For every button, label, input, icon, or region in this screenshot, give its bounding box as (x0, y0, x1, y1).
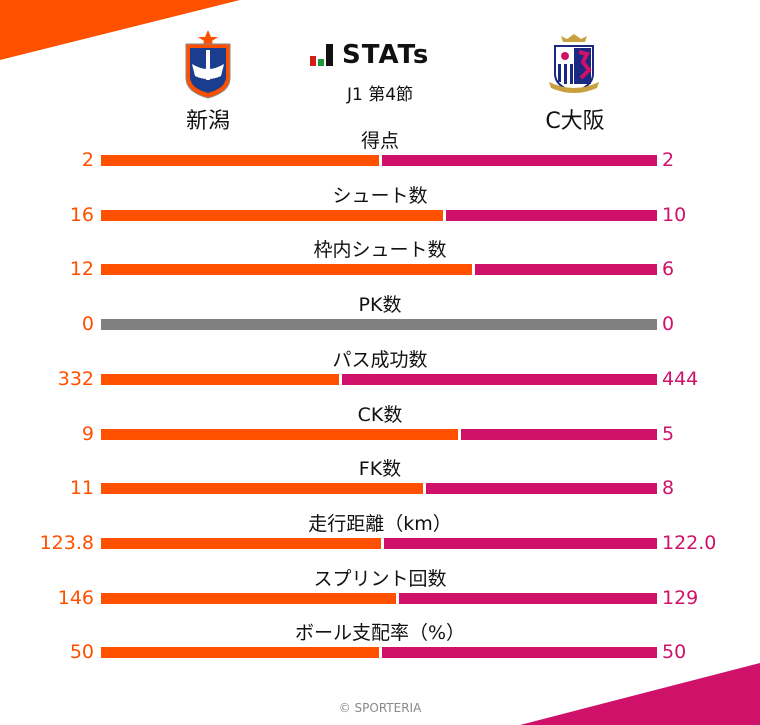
away-value: 129 (662, 586, 699, 609)
away-value: 444 (662, 367, 699, 390)
away-bar (382, 647, 657, 659)
home-value: 332 (57, 367, 94, 390)
home-value: 50 (69, 641, 94, 664)
home-bar (101, 373, 339, 385)
corner-decoration-top-left (0, 0, 240, 60)
stat-label: 走行距離（km） (308, 512, 452, 535)
comparison-bar (101, 264, 657, 276)
home-value: 9 (81, 422, 94, 445)
home-value: 11 (69, 477, 94, 500)
home-bar (101, 428, 458, 440)
stat-row: パス成功数 332 444 (0, 345, 760, 399)
away-value: 5 (662, 422, 675, 445)
home-bar (101, 264, 472, 276)
neutral-bar (101, 319, 657, 331)
away-bar (382, 155, 657, 166)
away-team-name: C大阪 (545, 109, 605, 134)
away-bar (475, 264, 657, 276)
albirex-niigata-crest-icon (185, 30, 231, 99)
home-value: 16 (69, 203, 94, 226)
copyright: © SPORTERIA (338, 701, 422, 715)
home-bar (101, 647, 379, 659)
comparison-bar (101, 209, 657, 221)
away-value: 0 (662, 313, 675, 336)
home-value: 2 (81, 149, 94, 171)
comparison-bar (101, 483, 657, 495)
stat-row: スプリント回数 146 129 (0, 564, 760, 618)
home-team-name: 新潟 (185, 109, 230, 134)
home-value: 146 (57, 586, 94, 609)
home-value: 0 (81, 313, 94, 336)
away-bar (426, 483, 657, 495)
stat-row: PK数 0 0 (0, 290, 760, 344)
bar-chart-icon (310, 44, 333, 66)
stat-label: PK数 (358, 294, 402, 317)
comparison-bar (101, 537, 657, 549)
away-value: 10 (662, 203, 687, 226)
away-bar (461, 428, 657, 440)
comparison-bar (101, 319, 657, 331)
away-bar (399, 592, 657, 604)
stat-row: シュート数 16 10 (0, 181, 760, 235)
corner-decoration-bottom-right (520, 663, 760, 725)
comparison-bar (101, 592, 657, 604)
stat-row: ボール支配率（%） 50 50 (0, 618, 760, 672)
stat-label: ボール支配率（%） (294, 622, 466, 645)
home-bar (101, 483, 423, 495)
away-value: 6 (662, 258, 675, 281)
cerezo-osaka-crest-icon (549, 34, 599, 94)
away-bar (446, 209, 657, 221)
comparison-bar (101, 373, 657, 385)
comparison-bar (101, 428, 657, 440)
home-value: 123.8 (39, 531, 94, 554)
stat-label: 枠内シュート数 (313, 239, 447, 262)
stat-label: シュート数 (332, 184, 428, 207)
stat-label: スプリント回数 (313, 567, 447, 590)
stat-row: 走行距離（km） 123.8 122.0 (0, 509, 760, 563)
stat-row: 枠内シュート数 12 6 (0, 235, 760, 289)
away-value: 2 (662, 149, 675, 171)
stat-row: CK数 9 5 (0, 400, 760, 454)
stat-label: パス成功数 (332, 348, 428, 371)
away-bar (342, 373, 657, 385)
stat-label: 得点 (360, 130, 399, 152)
away-value: 50 (662, 641, 687, 664)
stat-row: FK数 11 8 (0, 454, 760, 508)
home-value: 12 (69, 258, 94, 281)
round-label: J1 第4節 (346, 85, 414, 105)
away-bar (384, 537, 657, 549)
stats-brand: STATs (310, 40, 429, 70)
home-bar (101, 209, 443, 221)
home-bar (101, 592, 396, 604)
brand-title: STATs (342, 40, 430, 70)
comparison-bar (101, 647, 657, 659)
home-bar (101, 155, 379, 166)
home-bar (101, 537, 381, 549)
stat-label: CK数 (357, 403, 403, 426)
away-value: 122.0 (662, 531, 717, 554)
away-value: 8 (662, 477, 675, 500)
stat-row: 得点 2 2 (0, 126, 760, 180)
comparison-bar (101, 155, 657, 166)
stat-label: FK数 (358, 458, 402, 481)
